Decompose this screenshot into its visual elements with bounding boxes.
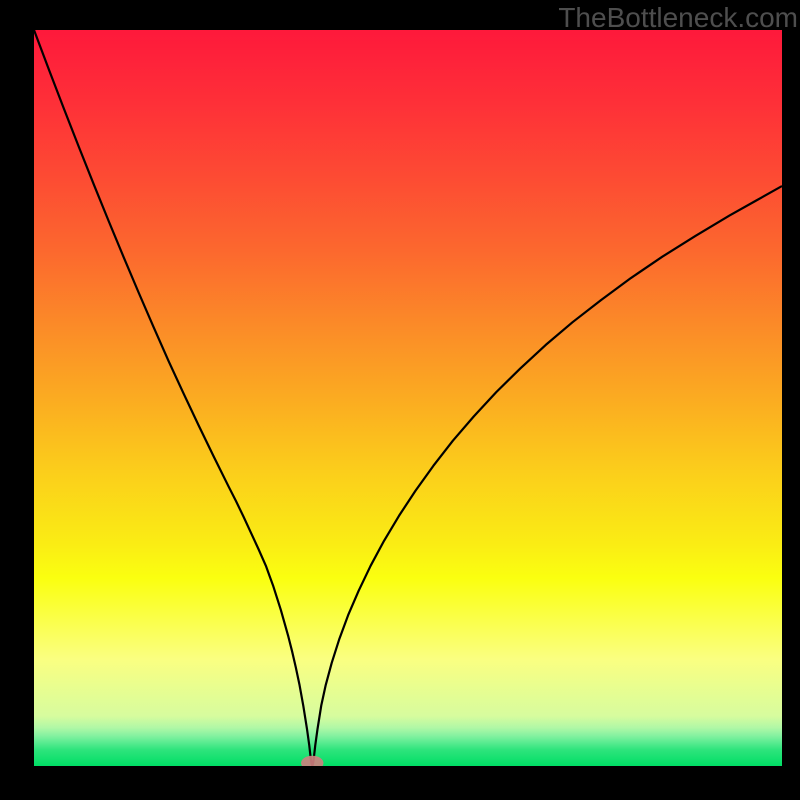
watermark-text: TheBottleneck.com [558,0,800,34]
minimum-marker [301,756,323,766]
plot-area [34,30,782,766]
frame-left [0,0,34,800]
frame-bottom [0,766,800,800]
curve-svg [34,30,782,766]
bottleneck-curve [34,30,782,766]
frame-right [782,0,800,800]
